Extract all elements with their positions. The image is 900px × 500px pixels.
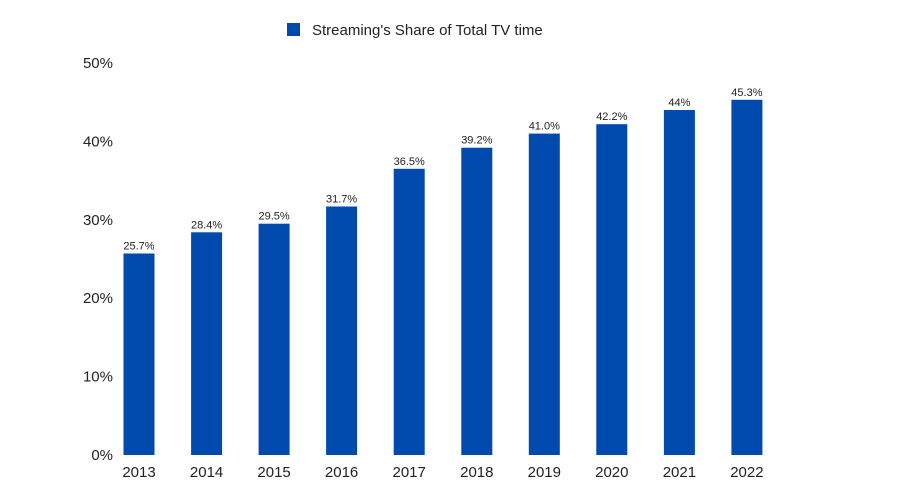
- y-tick-label: 10%: [83, 369, 113, 386]
- y-axis: 0% 10% 20% 30% 40% 50%: [83, 55, 113, 464]
- x-tick-label-2021: 2021: [663, 464, 696, 481]
- x-tick-label-2015: 2015: [257, 464, 290, 481]
- data-label-2022: 45.3%: [731, 87, 762, 99]
- legend-swatch: [287, 23, 300, 36]
- data-label-2021: 44%: [668, 97, 690, 109]
- bar-2022: [731, 99, 763, 456]
- bar-2017: [393, 168, 425, 456]
- bar-2016: [326, 206, 358, 455]
- y-tick-label: 0%: [91, 447, 113, 464]
- x-tick-label-2018: 2018: [460, 464, 493, 481]
- data-label-2018: 39.2%: [461, 135, 492, 147]
- data-label-2013: 25.7%: [123, 241, 154, 253]
- bar-2018: [461, 147, 493, 455]
- x-tick-label-2020: 2020: [595, 464, 628, 481]
- y-tick-label: 50%: [83, 55, 113, 72]
- legend-label: Streaming's Share of Total TV time: [312, 22, 543, 39]
- x-tick-label-2022: 2022: [730, 464, 763, 481]
- x-tick-label-2014: 2014: [190, 464, 223, 481]
- data-label-2019: 41.0%: [529, 121, 560, 133]
- bars: [123, 99, 763, 456]
- x-axis: 2013 2014 2015 2016 2017 2018 2019 2020 2021 2022: [122, 464, 763, 481]
- bar-2013: [123, 253, 155, 455]
- bar-2020: [596, 124, 628, 455]
- bar-2014: [191, 232, 223, 455]
- x-tick-label-2017: 2017: [393, 464, 426, 481]
- y-tick-label: 30%: [83, 212, 113, 229]
- data-label-2016: 31.7%: [326, 194, 357, 206]
- legend: Streaming's Share of Total TV time: [287, 22, 543, 39]
- bar-2019: [528, 133, 560, 455]
- data-label-2020: 42.2%: [596, 111, 627, 123]
- x-tick-label-2019: 2019: [528, 464, 561, 481]
- y-tick-label: 20%: [83, 290, 113, 307]
- bar-2021: [663, 110, 695, 455]
- bar-2015: [258, 223, 290, 455]
- y-tick-label: 40%: [83, 133, 113, 150]
- x-tick-label-2013: 2013: [122, 464, 155, 481]
- data-labels: 25.7% 28.4% 29.5% 31.7% 36.5% 39.2% 41.0% 42.2%…: [123, 87, 762, 253]
- data-label-2017: 36.5%: [394, 156, 425, 168]
- data-label-2014: 28.4%: [191, 219, 222, 231]
- x-tick-label-2016: 2016: [325, 464, 358, 481]
- data-label-2015: 29.5%: [258, 211, 289, 223]
